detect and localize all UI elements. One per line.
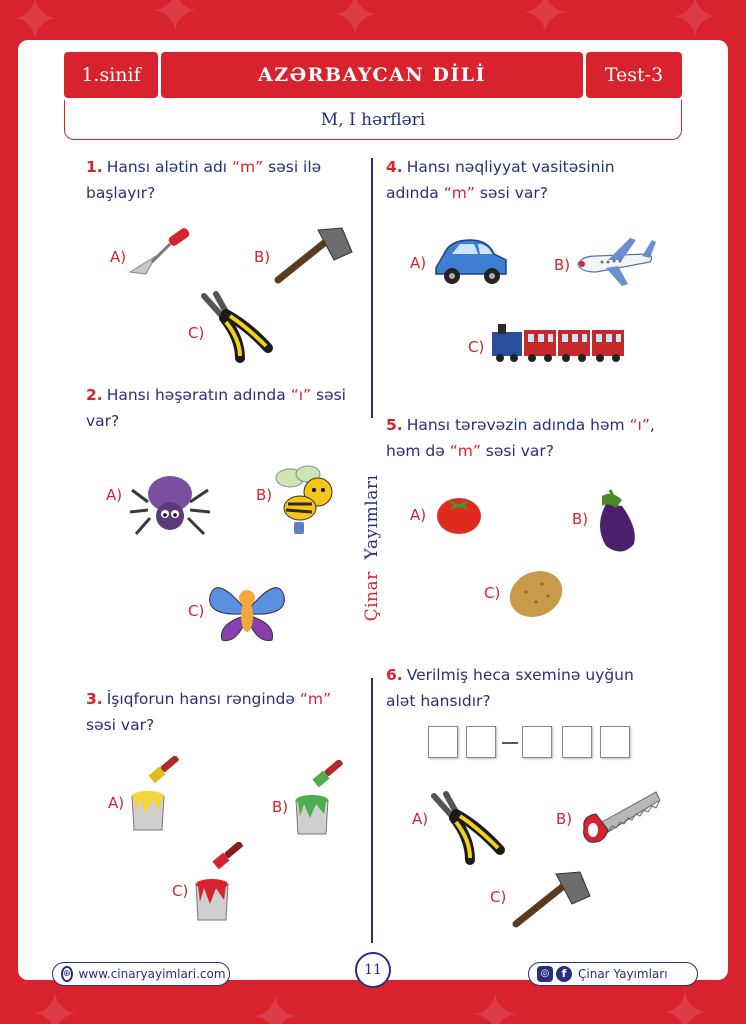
- social-text: Çinar Yayımları: [578, 967, 668, 981]
- axe-icon: [512, 871, 591, 928]
- question-6: 6. Verilmiş heca sxeminə uyğun alət hansı…: [386, 666, 634, 710]
- car-icon: [435, 239, 507, 284]
- question-2: 2. Hansı həşəratın adında “ı” səsi var?: [86, 386, 346, 430]
- q3-option-b[interactable]: B): [272, 798, 289, 816]
- syllable-dash: [502, 742, 518, 744]
- q2-option-b[interactable]: B): [256, 486, 273, 504]
- question-5: 5. Hansı tərəvəzin adında həm “ı”, həm də…: [386, 416, 655, 460]
- red-paint-bucket-icon: [195, 842, 243, 921]
- q6-option-a[interactable]: A): [412, 810, 429, 828]
- axe-icon: [274, 227, 353, 284]
- q6-option-c[interactable]: C): [490, 888, 507, 906]
- q2-option-a[interactable]: A): [106, 486, 123, 504]
- q3-option-a[interactable]: A): [108, 794, 125, 812]
- q1-option-b[interactable]: B): [254, 248, 271, 266]
- question-3: 3. İşıqforun hansı rəngində “m” səsi var?: [86, 690, 331, 734]
- q1-option-a[interactable]: A): [110, 248, 127, 266]
- q5-option-b[interactable]: B): [572, 510, 589, 528]
- potato-icon: [509, 571, 563, 617]
- globe-icon: ⊕: [61, 966, 73, 982]
- eggplant-icon: [600, 489, 635, 552]
- question-1: 1. Hansı alətin adı “m” səsi ilə başlayır…: [86, 158, 322, 202]
- brand-part2: Yayımları: [362, 474, 382, 560]
- airplane-icon: [577, 238, 656, 286]
- q4-option-c[interactable]: C): [468, 338, 485, 356]
- q4-option-b[interactable]: B): [554, 256, 571, 274]
- trowel-icon: [128, 228, 190, 275]
- grade-label: 1.sinif: [64, 52, 158, 98]
- syllable-box: [466, 726, 496, 758]
- website-link[interactable]: ⊕ www.cinaryayimlari.com: [52, 962, 230, 986]
- q5-option-a[interactable]: A): [410, 506, 427, 524]
- q4-option-a[interactable]: A): [410, 254, 427, 272]
- subject-title: AZƏRBAYCAN DİLİ: [161, 52, 583, 98]
- train-icon: [492, 324, 624, 362]
- syllable-box: [562, 726, 592, 758]
- q5-option-c[interactable]: C): [484, 584, 501, 602]
- yellow-paint-bucket-icon: [131, 756, 179, 831]
- facebook-icon: f: [556, 966, 572, 982]
- brand-vertical: Çinar Yayımları: [357, 418, 387, 678]
- tomato-icon: [437, 498, 481, 534]
- q3-option-c[interactable]: C): [172, 882, 189, 900]
- green-paint-bucket-icon: [295, 760, 343, 835]
- saw-icon: [583, 791, 660, 843]
- q1-option-c[interactable]: C): [188, 324, 205, 342]
- syllable-box: [522, 726, 552, 758]
- spider-icon: [129, 476, 211, 536]
- syllable-box: [600, 726, 630, 758]
- page-number: 11: [355, 952, 391, 988]
- website-text: www.cinaryayimlari.com: [78, 967, 226, 981]
- pliers-icon: [201, 291, 273, 363]
- header-bar: 1.sinif AZƏRBAYCAN DİLİ Test-3: [64, 52, 682, 98]
- social-link[interactable]: ◎ f Çinar Yayımları: [528, 962, 698, 986]
- pliers-icon: [431, 791, 505, 865]
- butterfly-icon: [209, 587, 285, 642]
- q6-option-b[interactable]: B): [556, 810, 573, 828]
- instagram-icon: ◎: [537, 966, 553, 982]
- brand-part1: Çinar: [362, 571, 382, 622]
- test-label: Test-3: [586, 52, 682, 98]
- question-4: 4. Hansı nəqliyyat vasitəsinin adında “m”…: [386, 158, 615, 202]
- q2-option-c[interactable]: C): [188, 602, 205, 620]
- topic-title: M, I hərfləri: [64, 100, 682, 140]
- bee-icon: [275, 465, 333, 534]
- syllable-box: [428, 726, 458, 758]
